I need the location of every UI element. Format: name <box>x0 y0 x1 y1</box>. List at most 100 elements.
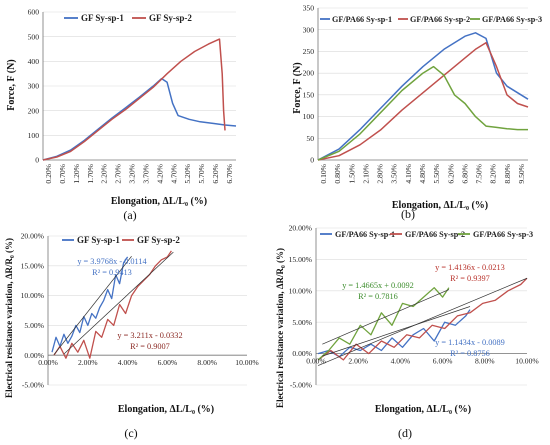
trendline-d-2 <box>322 289 450 345</box>
x-tick-label-b: 4.10% <box>404 163 413 183</box>
panel-label-a: (a) <box>123 208 136 222</box>
legend-label-d-2: GF/PA66 Sy-sp-2 <box>405 230 465 239</box>
y-tick-label-d: 5.00% <box>292 318 312 327</box>
y-tick-label-b: 50 <box>306 134 314 143</box>
r-squared-d-3: R² = 0.8756 <box>450 349 490 358</box>
legend-label-a-1: GF Sy-sp-1 <box>81 13 124 23</box>
x-tick-label-d: 2.00% <box>348 357 368 366</box>
x-tick-label-a: 3.20% <box>128 163 137 183</box>
x-tick-label-d: 4.00% <box>391 357 411 366</box>
r-squared-c-2: R² = 0.9007 <box>130 342 170 351</box>
x-tick-label-b: 8.20% <box>489 163 498 183</box>
y-tick-label-a: 500 <box>28 32 40 41</box>
legend-c: GF Sy-sp-1 GF Sy-sp-2 <box>62 235 180 245</box>
y-tick-label-a: 300 <box>28 82 40 91</box>
trend-equation-c-2: y = 3.211x - 0.0332 <box>117 331 182 340</box>
x-tick-label-a: 4.70% <box>169 163 178 183</box>
r-squared-c-1: R² = 0.9413 <box>92 268 132 277</box>
series-line-b-1 <box>317 32 529 161</box>
y-tick-label-c: 20.00% <box>21 232 45 241</box>
legend-label-d-1: GF/PA66 Sy-sp-1 <box>335 230 395 239</box>
y-tick-label-d: 20.00% <box>289 224 313 233</box>
r-squared-d-1: R² = 0.9397 <box>450 274 490 283</box>
legend-d: GF/PA66 Sy-sp-1 GF/PA66 Sy-sp-2 GF/PA66 Sy… <box>320 230 533 239</box>
legend-b: GF/PA66 Sy-sp-1 GF/PA66 Sy-sp-2 GF/PA66 Sy… <box>320 15 542 24</box>
y-tick-label-a: 200 <box>28 106 40 115</box>
legend-label-d-3: GF/PA66 Sy-sp-3 <box>473 230 533 239</box>
y-axis-label-d: Electrical resistance variation, ΔR/R₀ (… <box>275 248 285 408</box>
x-tick-label-c: 8.00% <box>197 358 217 367</box>
panel-label-d: (d) <box>398 426 412 440</box>
y-tick-label-a: 600 <box>28 8 40 17</box>
y-tick-label-c: 15.00% <box>21 261 45 270</box>
x-axis-label-c: Elongation, ΔL/L₀ (%) <box>118 404 214 415</box>
y-tick-label-a: 400 <box>28 57 40 66</box>
trendline-d-1 <box>317 277 528 366</box>
x-tick-label-c: 10.00% <box>235 358 259 367</box>
x-tick-label-b: 0.80% <box>333 163 342 183</box>
x-tick-label-a: 4.20% <box>155 163 164 183</box>
x-tick-label-c: 0.00% <box>38 358 58 367</box>
y-tick-label-b: 300 <box>303 25 315 34</box>
y-tick-label-d: 10.00% <box>289 286 313 295</box>
x-tick-label-b: 8.80% <box>503 163 512 183</box>
x-tick-label-a: 2.70% <box>114 163 123 183</box>
x-tick-label-a: 6.70% <box>225 163 234 183</box>
y-tick-label-b: 350 <box>303 4 315 13</box>
y-tick-label-b: 250 <box>303 47 315 56</box>
trendline-d-3 <box>322 306 471 357</box>
y-axis-label-c: Electrical resistance variation, ΔR/R₀ (… <box>4 238 14 398</box>
y-tick-label-c: 0.00% <box>24 351 44 360</box>
x-tick-label-b: 9.50% <box>517 163 526 183</box>
x-tick-label-c: 4.00% <box>118 358 138 367</box>
panel-label-c: (c) <box>124 426 137 440</box>
y-tick-label-d: 0.00% <box>292 349 312 358</box>
legend-label-b-2: GF/PA66 Sy-sp-2 <box>410 15 470 24</box>
r-squared-d-2: R² = 0.7816 <box>358 292 398 301</box>
legend-label-b-1: GF/PA66 Sy-sp-1 <box>332 15 392 24</box>
x-tick-label-b: 5.50% <box>432 163 441 183</box>
legend-label-b-3: GF/PA66 Sy-sp-3 <box>482 15 542 24</box>
x-tick-label-a: 0.20% <box>44 163 53 183</box>
y-tick-label-d: -5.00% <box>290 381 313 390</box>
trendline-c-1 <box>53 256 132 355</box>
x-axis-label-b: Elongation, ΔL/L₀ (%) <box>392 200 488 211</box>
panel-c-resistance-chart: -5.00% 0.00% 5.00% 10.00% 15.00% 20.00% 0.00% 2… <box>4 232 259 440</box>
panel-a-force-chart: 0 100 200 300 400 500 600 0.20% 0.70% 1.20% 1.70% 2… <box>6 8 237 222</box>
x-tick-label-a: 5.70% <box>197 163 206 183</box>
x-tick-label-b: 6.20% <box>446 163 455 183</box>
trend-equation-c-1: y = 3.9768x - 0.0114 <box>77 257 147 266</box>
x-axis-label-a: Elongation, ΔL/L₀ (%) <box>111 196 207 207</box>
x-tick-label-b: 2.10% <box>361 163 370 183</box>
y-tick-label-b: 0 <box>310 156 314 165</box>
x-tick-label-a: 5.20% <box>183 163 192 183</box>
series-line-b-2 <box>317 41 529 161</box>
trend-equation-d-2: y = 1.4665x + 0.0092 <box>342 281 414 290</box>
y-tick-label-b: 150 <box>303 90 315 99</box>
panel-b-force-chart: 0 50 100 150 200 250 300 350 0.10% 0.80% 1.50% 2.10… <box>292 4 542 221</box>
x-tick-label-a: 1.70% <box>86 163 95 183</box>
x-tick-label-c: 2.00% <box>78 358 98 367</box>
panel-d-resistance-chart: -5.00% 0.00% 5.00% 10.00% 15.00% 20.00% 0.00% 2… <box>275 224 539 440</box>
x-tick-label-a: 6.20% <box>211 163 220 183</box>
series-line-c-2 <box>53 250 172 359</box>
x-tick-label-a: 0.70% <box>58 163 67 183</box>
x-tick-label-b: 1.50% <box>347 163 356 183</box>
series-line-a-2 <box>42 38 226 161</box>
series-line-d-3 <box>317 287 450 361</box>
legend-label-c-2: GF Sy-sp-2 <box>137 235 180 245</box>
x-tick-label-a: 2.20% <box>100 163 109 183</box>
x-tick-label-b: 4.80% <box>418 163 427 183</box>
series-line-b-3 <box>317 65 528 161</box>
x-tick-label-a: 3.70% <box>141 163 150 183</box>
panel-label-b: (b) <box>401 207 415 221</box>
trend-equation-d-1: y = 1.4136x - 0.0213 <box>435 263 505 272</box>
series-line-d-2 <box>317 277 528 361</box>
y-tick-label-a: 100 <box>28 131 40 140</box>
y-tick-label-a: 0 <box>35 156 39 165</box>
y-tick-label-c: -5.00% <box>22 381 45 390</box>
legend-a: GF Sy-sp-1 GF Sy-sp-2 <box>64 13 192 23</box>
y-tick-label-b: 200 <box>303 69 315 78</box>
legend-label-c-1: GF Sy-sp-1 <box>77 235 120 245</box>
